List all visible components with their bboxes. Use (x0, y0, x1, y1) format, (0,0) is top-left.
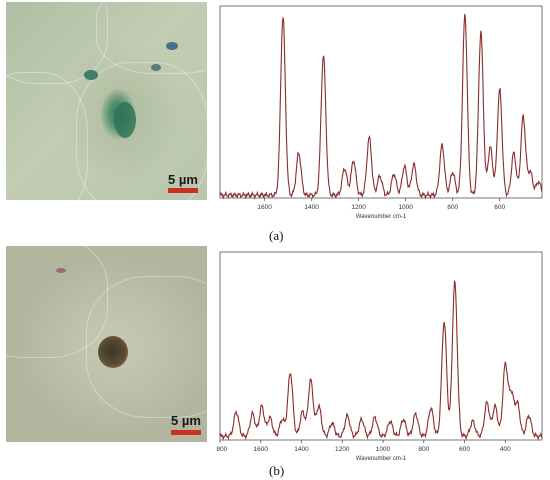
particle (98, 336, 128, 368)
cell-outline (86, 276, 207, 418)
panel-label-b: (b) (269, 463, 285, 478)
scale-bar-b (171, 430, 201, 435)
cell-outline (76, 62, 207, 200)
stain-cluster (114, 102, 136, 138)
scale-label-a: 5 µm (168, 172, 198, 187)
x-tick-label: 1400 (304, 204, 319, 211)
x-tick-label: 600 (494, 204, 505, 211)
micrograph-a (6, 2, 207, 200)
x-tick-label: 400 (500, 446, 511, 453)
spectrum-line (219, 13, 543, 200)
spectrum-chart-a: 1600 1400 1200 1000 800 600 Wavenumber cm-1 (219, 5, 543, 220)
stain-spot (166, 42, 178, 50)
cell-outline (6, 72, 88, 200)
x-tick-label: 1000 (398, 204, 413, 211)
scale-label-b: 5 µm (171, 413, 201, 428)
plot-frame (219, 251, 543, 441)
stain-spot (56, 268, 66, 273)
x-tick-label: 1600 (254, 446, 269, 453)
stain-spot (151, 64, 161, 71)
x-tick-label: 1400 (294, 446, 309, 453)
x-tick-label: 800 (418, 446, 429, 453)
x-tick-label: 800 (447, 204, 458, 211)
x-tick-label: 1000 (376, 446, 391, 453)
x-tick-label: 1200 (351, 204, 366, 211)
x-axis-label: Wavenumber cm-1 (356, 214, 407, 220)
stain-spot (84, 70, 98, 80)
x-tick-label: 1600 (257, 204, 272, 211)
panel-label-a: (a) (269, 228, 284, 243)
x-tick-label: 600 (459, 446, 470, 453)
spectrum-line (219, 279, 543, 441)
scale-bar-a (168, 188, 198, 193)
x-axis-label: Wavenumber cm-1 (356, 456, 407, 462)
plot-frame (219, 5, 543, 199)
x-tick-label: 1200 (335, 446, 350, 453)
